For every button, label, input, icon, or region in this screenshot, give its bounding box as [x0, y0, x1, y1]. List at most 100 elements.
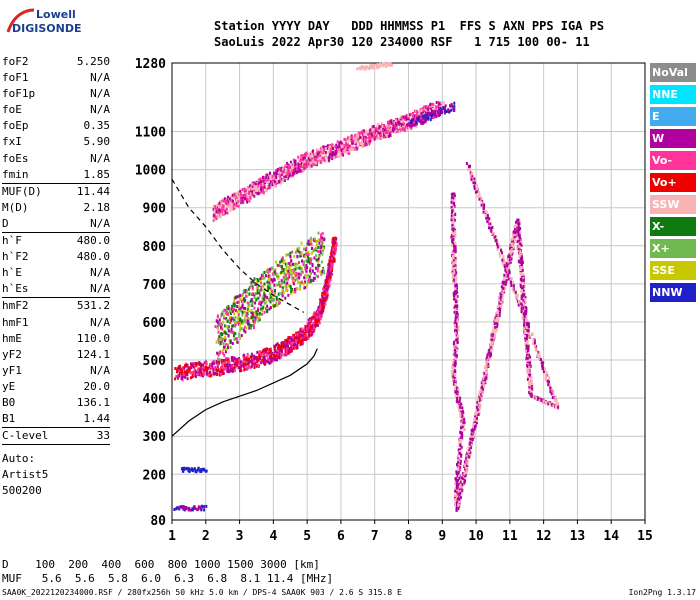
echo-point	[266, 173, 269, 177]
echo-point	[458, 497, 461, 501]
echo-point	[479, 390, 482, 394]
echo-point	[294, 161, 297, 165]
echo-point	[231, 199, 234, 202]
echo-point	[460, 484, 463, 488]
echo-point	[454, 327, 456, 330]
echo-point	[522, 279, 525, 283]
echo-point	[318, 151, 321, 155]
echo-point	[454, 391, 457, 395]
echo-point	[517, 224, 520, 228]
echo-point	[340, 144, 343, 148]
echo-point	[461, 488, 464, 492]
echo-point	[526, 378, 529, 381]
echo-point	[277, 344, 280, 347]
echo-point	[271, 182, 274, 186]
echo-point	[198, 371, 201, 375]
echo-point	[442, 101, 445, 105]
echo-point	[456, 504, 458, 508]
echo-point	[458, 456, 461, 460]
echo-point	[308, 275, 311, 279]
echo-point	[226, 358, 229, 362]
echo-point	[420, 111, 423, 115]
echo-point	[277, 276, 280, 280]
echo-point	[314, 319, 317, 323]
echo-point	[385, 134, 388, 138]
echo-point	[317, 250, 320, 253]
echo-point	[357, 135, 360, 139]
echo-point	[274, 350, 277, 354]
echo-point	[362, 132, 365, 136]
echo-point	[268, 274, 271, 278]
echo-point	[342, 153, 345, 157]
echo-point	[269, 180, 272, 183]
echo-point	[279, 351, 282, 355]
echo-point	[253, 189, 256, 193]
echo-point	[404, 115, 407, 119]
echo-point	[212, 207, 215, 211]
echo-point	[298, 276, 301, 280]
echo-point	[280, 270, 283, 274]
echo-point	[389, 132, 391, 136]
echo-point	[457, 472, 459, 476]
echo-point	[276, 303, 279, 307]
echo-point	[244, 330, 247, 334]
echo-point	[287, 349, 290, 353]
echo-point	[532, 395, 535, 399]
echo-point	[455, 495, 458, 499]
echo-point	[190, 366, 193, 370]
echo-point	[285, 253, 288, 257]
echo-point	[475, 421, 478, 425]
echo-point	[509, 260, 512, 264]
echo-point	[239, 328, 242, 332]
echo-point	[454, 245, 457, 249]
echo-point	[509, 243, 512, 247]
echo-point	[528, 391, 531, 394]
echo-point	[278, 180, 281, 184]
echo-point	[262, 297, 265, 301]
echo-point	[247, 316, 250, 320]
echo-point	[402, 116, 405, 120]
echo-point	[268, 278, 271, 282]
echo-point	[456, 461, 459, 465]
echo-point	[287, 336, 290, 340]
param-label: fxI	[2, 135, 22, 149]
echo-point	[453, 272, 456, 276]
echo-point	[390, 128, 393, 132]
echo-point	[287, 167, 290, 171]
echo-point	[380, 125, 383, 128]
echo-point	[265, 359, 268, 363]
echo-point	[510, 247, 513, 251]
echo-point	[401, 119, 404, 123]
echo-point	[258, 316, 261, 320]
echo-point	[176, 370, 178, 374]
echo-point	[294, 251, 297, 254]
echo-point	[378, 137, 381, 141]
echo-point	[523, 310, 526, 313]
echo-point	[521, 286, 523, 290]
echo-point	[263, 361, 265, 365]
echo-point	[218, 360, 221, 364]
echo-point	[238, 307, 241, 310]
echo-point	[503, 273, 506, 277]
echo-point	[332, 261, 334, 265]
echo-point	[457, 459, 460, 463]
echo-point	[284, 164, 287, 168]
param-label: foF1p	[2, 87, 36, 101]
echo-point	[490, 345, 493, 349]
echo-point	[475, 405, 478, 409]
echo-point	[465, 453, 468, 457]
echo-point	[303, 264, 306, 268]
echo-point	[278, 280, 281, 284]
echo-point	[307, 259, 310, 263]
echo-point	[313, 237, 316, 241]
echo-point	[408, 121, 411, 125]
echo-point	[244, 355, 247, 359]
echo-point	[351, 141, 354, 145]
echo-point	[380, 134, 383, 138]
echo-point	[451, 275, 454, 279]
echo-point	[214, 325, 217, 329]
echo-point	[352, 139, 355, 143]
echo-point	[490, 353, 492, 357]
echo-point	[409, 124, 412, 128]
echo-point	[227, 346, 229, 349]
